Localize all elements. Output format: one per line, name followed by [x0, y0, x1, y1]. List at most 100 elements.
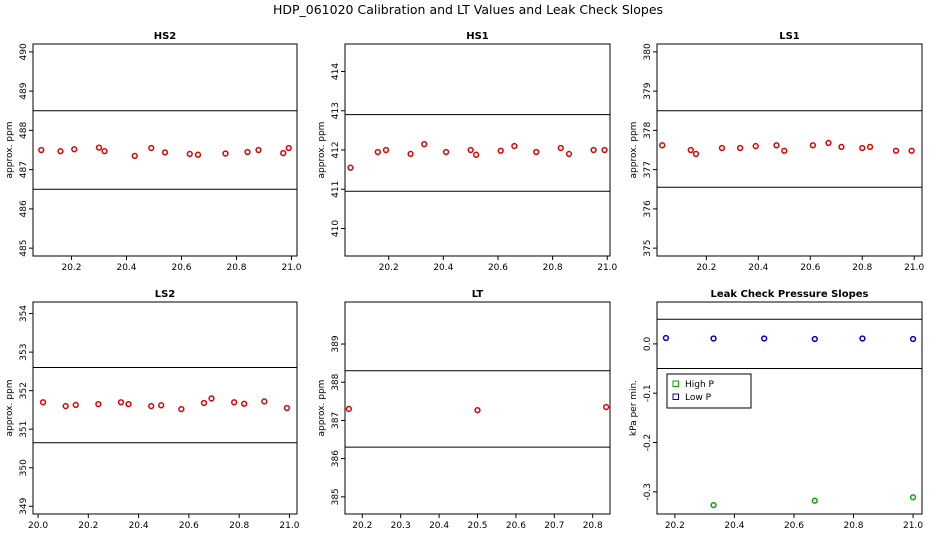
- legend-marker: [672, 380, 679, 387]
- x-tick-label: 20.2: [379, 263, 399, 273]
- legend-marker: [672, 393, 679, 400]
- y-tick-label: 485: [19, 240, 29, 257]
- x-tick-label: 21.0: [597, 263, 617, 273]
- x-tick-label: 20.5: [467, 521, 487, 531]
- plot-frame: [344, 43, 611, 257]
- data-point: [194, 151, 202, 158]
- y-tick-label: 379: [643, 82, 653, 99]
- data-point: [662, 334, 670, 342]
- data-point: [565, 150, 573, 158]
- y-tick-label: 376: [643, 200, 653, 217]
- y-tick-label: 487: [19, 161, 29, 178]
- y-tick-label: 385: [331, 488, 341, 505]
- data-point: [117, 399, 125, 406]
- plot-frame: [656, 301, 923, 515]
- y-tick-label: 351: [19, 421, 29, 438]
- y-tick-label: 411: [331, 181, 341, 198]
- data-point: [382, 146, 390, 154]
- data-point: [148, 402, 155, 410]
- data-point: [442, 148, 450, 156]
- data-point: [421, 140, 428, 148]
- data-point: [178, 406, 185, 413]
- panel-title: HS1: [466, 31, 489, 42]
- data-point: [57, 148, 64, 155]
- y-axis-label: approx. ppm: [629, 122, 639, 179]
- y-tick-label: 388: [331, 373, 341, 390]
- data-point: [511, 142, 518, 150]
- data-point: [761, 335, 768, 342]
- y-tick-label: 410: [331, 220, 341, 237]
- data-point: [557, 144, 564, 152]
- data-point: [590, 146, 597, 154]
- x-tick-label: 21.0: [281, 263, 301, 273]
- data-point: [222, 150, 229, 157]
- x-tick-label: 20.6: [800, 263, 820, 273]
- panel-title: LT: [472, 289, 484, 300]
- x-tick-label: 20.4: [129, 521, 149, 531]
- panel-lt: LT 20.2 20.3 20.4 20.5 20.6 20.7 20.8 385 386 387 3…: [317, 289, 611, 531]
- data-point: [825, 139, 832, 147]
- data-point: [285, 144, 292, 152]
- data-point: [866, 143, 874, 151]
- y-tick-label: 350: [19, 459, 29, 476]
- x-tick-label: 20.8: [229, 521, 249, 531]
- data-point: [241, 400, 248, 407]
- y-tick-label: 380: [643, 43, 653, 60]
- panel-hs1: HS1 20.2 20.4 20.6 20.8 21.0 410 411 412 413 414 ap…: [317, 31, 618, 273]
- legend-label: High P: [685, 380, 715, 390]
- legend: High P Low P: [666, 373, 752, 409]
- y-tick-label: -0.1: [643, 384, 653, 402]
- data-point: [39, 399, 47, 406]
- y-tick-label: 352: [19, 382, 29, 399]
- x-tick-label: 20.7: [544, 521, 564, 531]
- data-point: [752, 142, 759, 150]
- data-point: [186, 150, 193, 158]
- data-point: [692, 150, 700, 158]
- x-tick-label: 20.8: [852, 263, 872, 273]
- data-point: [467, 146, 474, 154]
- x-tick-label: 20.2: [61, 263, 81, 273]
- data-point: [838, 143, 845, 151]
- data-point: [148, 144, 155, 152]
- y-axis-label: approx. ppm: [317, 122, 327, 179]
- x-tick-label: 20.8: [226, 263, 246, 273]
- y-tick-label: 412: [331, 141, 341, 158]
- data-point: [809, 142, 817, 149]
- data-point: [125, 400, 132, 408]
- data-point: [710, 335, 717, 342]
- x-tick-label: 20.6: [488, 263, 508, 273]
- data-point: [71, 146, 78, 153]
- plot-frame: [32, 301, 298, 515]
- data-point: [859, 335, 866, 342]
- x-tick-label: 20.6: [784, 521, 804, 531]
- data-point: [472, 151, 480, 158]
- y-tick-label: 354: [19, 305, 29, 322]
- y-axis-label: kPa per min.: [629, 380, 639, 436]
- panel-title: LS2: [155, 289, 176, 300]
- data-point: [773, 142, 780, 149]
- x-tick-label: 20.8: [543, 263, 563, 273]
- y-tick-label: 489: [19, 82, 29, 99]
- x-tick-label: 20.2: [78, 521, 98, 531]
- data-point: [72, 401, 79, 409]
- x-tick-label: 21.0: [903, 521, 923, 531]
- data-point: [601, 146, 608, 154]
- data-point: [283, 404, 291, 412]
- x-tick-label: 20.4: [429, 521, 449, 531]
- x-tick-label: 20.2: [352, 521, 372, 531]
- y-axis-label: approx. ppm: [317, 380, 327, 437]
- data-point: [736, 144, 744, 152]
- y-axis-label: approx. ppm: [5, 122, 15, 179]
- data-point: [603, 403, 610, 411]
- data-point: [659, 142, 666, 149]
- data-point: [255, 146, 262, 154]
- data-point: [407, 150, 414, 158]
- y-tick-label: 377: [643, 161, 653, 178]
- x-tick-label: 21.0: [904, 263, 924, 273]
- plot-frame: [656, 43, 923, 257]
- x-tick-label: 20.6: [171, 263, 191, 273]
- data-point: [208, 395, 215, 402]
- data-point: [892, 147, 900, 154]
- data-point: [908, 147, 915, 154]
